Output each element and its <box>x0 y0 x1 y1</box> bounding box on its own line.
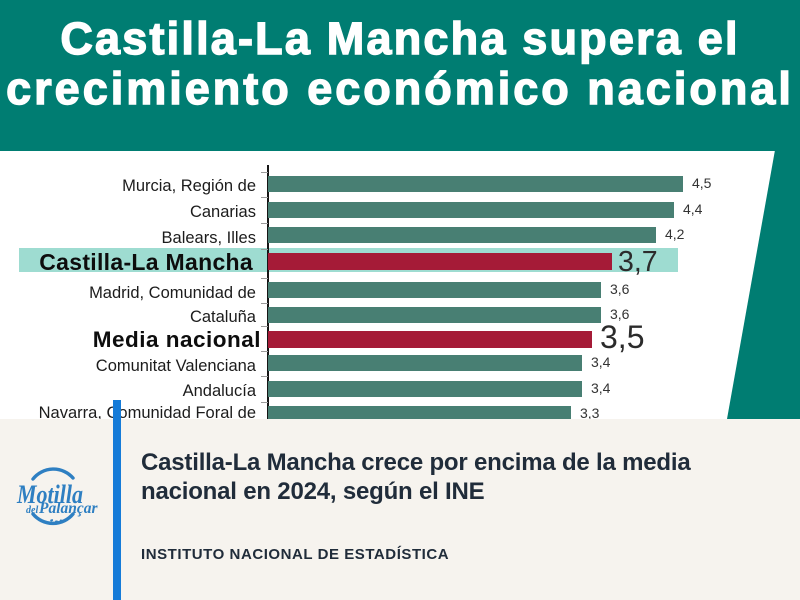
svg-text:del: del <box>26 505 38 516</box>
svg-text:Motilla: Motilla <box>16 480 83 510</box>
svg-text:Palançar: Palançar <box>39 500 99 517</box>
